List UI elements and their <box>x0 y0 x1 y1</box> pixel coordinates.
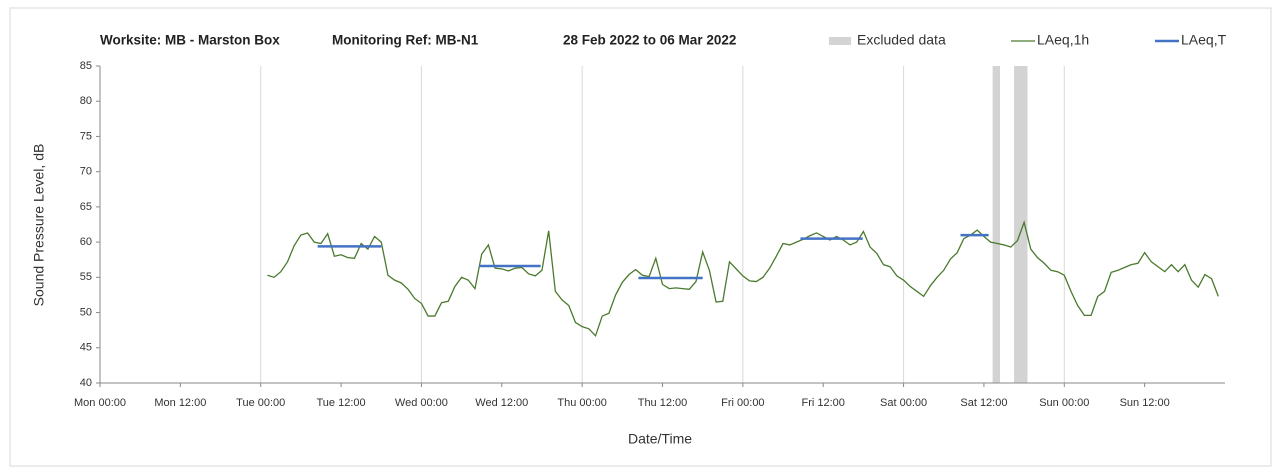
y-tick-label: 85 <box>80 60 92 72</box>
x-tick-label: Tue 00:00 <box>236 397 285 409</box>
chart-border <box>9 7 1272 467</box>
x-tick-label: Mon 12:00 <box>154 397 206 409</box>
x-tick-label: Sat 12:00 <box>960 397 1007 409</box>
x-tick-label: Wed 00:00 <box>395 397 448 409</box>
x-tick-label: Sun 00:00 <box>1039 397 1089 409</box>
legend-label: Excluded data <box>857 32 946 48</box>
x-tick-label: Fri 00:00 <box>721 397 764 409</box>
y-tick-label: 45 <box>80 342 92 354</box>
chart-title: Monitoring Ref: MB-N1 <box>332 33 479 48</box>
y-tick-label: 65 <box>80 201 92 213</box>
y-tick-label: 60 <box>80 236 92 248</box>
excluded-band <box>992 66 1000 383</box>
y-tick-label: 80 <box>80 95 92 107</box>
chart-title: Worksite: MB - Marston Box <box>100 33 280 48</box>
y-tick-label: 75 <box>80 130 92 142</box>
y-tick-label: 50 <box>80 306 92 318</box>
y-axis-title: Sound Pressure Level, dB <box>31 144 47 307</box>
legend-label: LAeq,1h <box>1037 32 1089 48</box>
x-tick-label: Wed 12:00 <box>475 397 528 409</box>
excluded-band <box>1014 66 1028 383</box>
x-tick-label: Sat 00:00 <box>880 397 927 409</box>
y-tick-label: 40 <box>80 377 92 389</box>
x-axis-title: Date/Time <box>628 431 692 447</box>
x-tick-label: Tue 12:00 <box>317 397 366 409</box>
data-line <box>267 220 1219 338</box>
y-tick-label: 55 <box>80 271 92 283</box>
legend-swatch <box>829 37 851 45</box>
y-tick-label: 70 <box>80 166 92 178</box>
legend-label: LAeq,T <box>1181 32 1227 48</box>
chart-title: 28 Feb 2022 to 06 Mar 2022 <box>563 33 736 48</box>
x-tick-label: Fri 12:00 <box>802 397 845 409</box>
x-tick-label: Mon 00:00 <box>74 397 126 409</box>
x-tick-label: Thu 00:00 <box>557 397 607 409</box>
x-tick-label: Thu 12:00 <box>638 397 688 409</box>
x-tick-label: Sun 12:00 <box>1120 397 1170 409</box>
